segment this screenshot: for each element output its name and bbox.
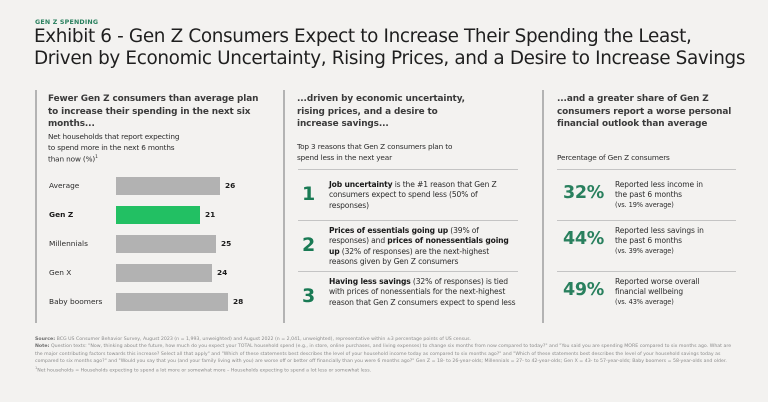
stat-percentage: 49%: [563, 280, 604, 300]
stat-line: financial wellbeing: [615, 287, 684, 297]
reason-segment: is the #1 reason that Gen Z consumers ex…: [329, 180, 497, 210]
definition-footnote: 1Net households = Households expecting t…: [35, 365, 735, 375]
bar-label: Average: [49, 181, 80, 190]
note-text: Question texts: "Now, thinking about the…: [35, 344, 732, 364]
reason-emphasis: Having less savings: [329, 277, 411, 286]
right-column-heading: ...and a greater share of Gen Z consumer…: [557, 93, 757, 131]
stat-comparison: (vs. 43% average): [615, 298, 674, 307]
reason-emphasis: Job uncertainty: [329, 180, 393, 189]
subheading-line: Net households that report expecting: [48, 132, 180, 141]
heading-line: consumers report a worse personal: [557, 106, 732, 117]
divider: [298, 169, 518, 170]
bar-baby-boomers: [116, 293, 228, 311]
footnotes: Source: BCG US Consumer Behavior Survey,…: [35, 336, 735, 375]
bar-value-label: 28: [233, 297, 244, 306]
reason-text: Job uncertainty is the #1 reason that Ge…: [329, 180, 519, 211]
bar-label: Baby boomers: [49, 297, 103, 306]
bar-gen-z: [116, 206, 200, 224]
subheading-line: to spend more in the next 6 months: [48, 142, 175, 152]
subheading-line: spend less in the next year: [297, 152, 392, 162]
stat-percentage: 32%: [563, 183, 604, 203]
left-column-heading: Fewer Gen Z consumers than average plan …: [48, 94, 259, 129]
bar-value-label: 24: [217, 268, 228, 277]
note-label: Note:: [35, 344, 50, 350]
stat-line: Reported worse overall: [615, 277, 700, 286]
bar-gen-x: [116, 264, 212, 282]
stat-comparison: (vs. 39% average): [615, 247, 674, 256]
reason-segment: (39% of responses) and: [329, 226, 479, 246]
left-column-subheading: Net households that report expecting to …: [48, 132, 248, 165]
bar-label: Gen X: [49, 268, 72, 277]
divider: [557, 220, 736, 221]
heading-line: increase savings...: [297, 119, 389, 129]
reason-segment: (32% of responses) is tied with prices o…: [329, 277, 516, 307]
reason-rank: 2: [302, 234, 316, 256]
middle-column-heading: ...driven by economic uncertainty, risin…: [297, 93, 517, 131]
heading-line: ...driven by economic uncertainty,: [297, 94, 465, 104]
stat-description: Reported less income in the past 6 month…: [615, 180, 745, 211]
reason-emphasis: prices of nonessentials going up: [329, 236, 509, 256]
heading-line: ...and a greater share of Gen Z: [557, 94, 709, 104]
bar-average: [116, 177, 220, 195]
reason-segment: (32% of responses) are the next-highest …: [329, 246, 490, 266]
bar-label: Gen Z: [49, 210, 74, 219]
middle-column-subheading: Top 3 reasons that Gen Z consumers plan …: [297, 142, 517, 163]
subheading-line: than now (%): [48, 154, 96, 164]
source-text: BCG US Consumer Behavior Survey, August …: [55, 337, 472, 342]
question-note: Note: Question texts: "Now, thinking abo…: [35, 343, 735, 365]
stat-description: Reported worse overall financial wellbei…: [615, 277, 745, 308]
heading-line: rising prices, and a desire to: [297, 106, 438, 117]
middle-column-divider: [283, 90, 285, 323]
source-label: Source:: [35, 337, 56, 342]
bar-value-label: 21: [205, 210, 216, 219]
right-column-divider: [542, 90, 544, 323]
stat-percentage: 44%: [563, 229, 604, 249]
divider: [557, 271, 736, 272]
footnote-marker: 1: [35, 366, 38, 371]
footnote-marker: 1: [95, 155, 98, 160]
bar-millennials: [116, 235, 216, 253]
reason-text: Having less savings (32% of responses) i…: [329, 277, 519, 308]
stat-comparison: (vs. 19% average): [615, 201, 674, 210]
right-column-subheading: Percentage of Gen Z consumers: [557, 153, 670, 162]
divider: [298, 271, 518, 272]
reason-emphasis: Prices of essentials going up: [329, 226, 448, 235]
bar-label: Millennials: [49, 239, 88, 248]
stat-description: Reported less savings in the past 6 mont…: [615, 226, 745, 257]
divider: [298, 220, 518, 221]
divider: [557, 169, 736, 170]
footnote-text: Net households = Households expecting to…: [37, 368, 372, 374]
eyebrow-label: GEN Z SPENDING: [35, 19, 99, 26]
heading-line: financial outlook than average: [557, 119, 708, 129]
stat-line: Reported less savings in: [615, 226, 704, 235]
reason-text: Prices of essentials going up (39% of re…: [329, 226, 519, 267]
exhibit-title: Exhibit 6 - Gen Z Consumers Expect to In…: [34, 26, 746, 69]
stat-line: Reported less income in: [615, 180, 703, 189]
reason-rank: 1: [302, 183, 316, 205]
source-note: Source: BCG US Consumer Behavior Survey,…: [35, 336, 735, 343]
subheading-line: Top 3 reasons that Gen Z consumers plan …: [297, 142, 453, 151]
stat-line: the past 6 months: [615, 236, 682, 246]
stat-line: the past 6 months: [615, 190, 682, 200]
bar-value-label: 25: [221, 239, 232, 248]
bar-value-label: 26: [225, 181, 236, 190]
reason-rank: 3: [302, 285, 316, 307]
left-column-divider: [35, 90, 37, 323]
